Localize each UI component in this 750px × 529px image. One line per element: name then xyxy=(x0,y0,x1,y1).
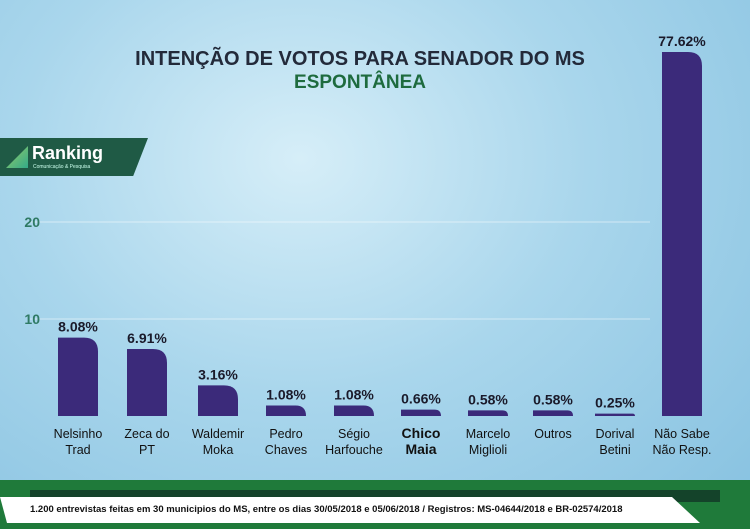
category-label: Miglioli xyxy=(469,443,507,457)
category-label: Trad xyxy=(65,443,90,457)
category-label: Moka xyxy=(203,443,234,457)
category-label: Chaves xyxy=(265,443,307,457)
bar xyxy=(468,410,508,416)
bar xyxy=(127,348,167,416)
category-label: Maia xyxy=(405,441,436,457)
logo: Ranking Comunicação & Pesquisa xyxy=(0,138,148,176)
footer-text: 1.200 entrevistas feitas em 30 municipio… xyxy=(30,504,623,515)
category-label: Waldemir xyxy=(192,427,244,441)
data-label: 0.25% xyxy=(595,395,635,411)
data-label: 77.62% xyxy=(658,33,706,49)
bar xyxy=(533,410,573,416)
data-label: 6.91% xyxy=(127,330,167,346)
y-tick-label: 20 xyxy=(24,214,40,230)
category-label: Outros xyxy=(534,427,572,441)
category-label: Marcelo xyxy=(466,427,511,441)
bar xyxy=(58,337,98,416)
category-label: Não Resp. xyxy=(652,443,711,457)
bar xyxy=(198,385,238,416)
category-label: Dorival xyxy=(596,427,635,441)
category-label: Harfouche xyxy=(325,443,383,457)
data-label: 1.08% xyxy=(266,387,306,403)
chart-title: INTENÇÃO DE VOTOS PARA SENADOR DO MS xyxy=(135,48,585,70)
data-label: 0.66% xyxy=(401,391,441,407)
category-label: PT xyxy=(139,443,155,457)
category-label: Ségio xyxy=(338,427,370,441)
category-label: Não Sabe xyxy=(654,427,710,441)
chart-subtitle: ESPONTÂNEA xyxy=(294,72,426,93)
category-label: Chico xyxy=(402,425,441,441)
logo-name: Ranking xyxy=(32,143,104,163)
data-label: 0.58% xyxy=(468,391,508,407)
bar xyxy=(595,413,635,416)
bar xyxy=(662,52,702,416)
logo-tagline: Comunicação & Pesquisa xyxy=(33,164,91,170)
bar xyxy=(401,409,441,416)
bar xyxy=(266,405,306,416)
category-label: Betini xyxy=(599,443,630,457)
category-label: Pedro xyxy=(269,427,302,441)
data-label: 8.08% xyxy=(58,319,98,335)
data-label: 1.08% xyxy=(334,387,374,403)
footer: 1.200 entrevistas feitas em 30 municipio… xyxy=(0,480,750,529)
data-label: 0.58% xyxy=(533,391,573,407)
category-label: Nelsinho xyxy=(54,427,103,441)
bar xyxy=(334,405,374,416)
y-tick-label: 10 xyxy=(24,311,40,327)
category-label: Zeca do xyxy=(124,427,169,441)
data-label: 3.16% xyxy=(198,366,238,382)
